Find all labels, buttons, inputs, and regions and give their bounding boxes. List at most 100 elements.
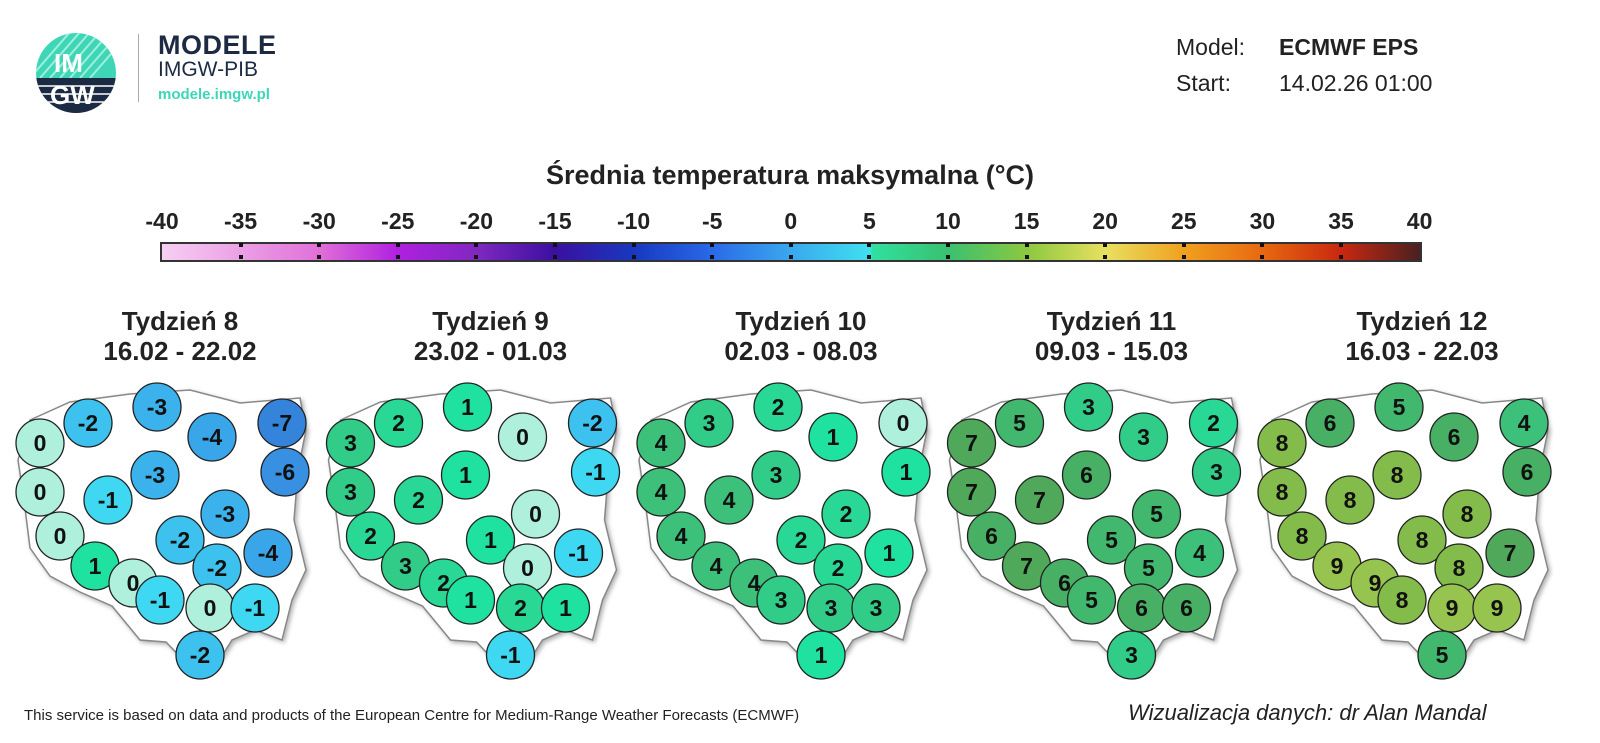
week-dates: 16.02 - 22.02 — [103, 336, 257, 366]
week-title: Tydzień 9 23.02 - 01.03 — [341, 306, 641, 366]
temperature-value: 5 — [1013, 410, 1026, 436]
temperature-marker — [1188, 398, 1239, 448]
temperature-marker — [393, 475, 444, 525]
temperature-value: 0 — [529, 501, 542, 527]
temperature-value: 6 — [1448, 424, 1461, 450]
scale-tick-label: -20 — [459, 208, 494, 234]
temperature-marker — [130, 450, 180, 500]
temperature-marker — [187, 412, 237, 462]
scale-tick-label: 5 — [862, 208, 876, 234]
temperature-value: 5 — [1105, 527, 1118, 553]
temperature-value: 8 — [1453, 555, 1466, 581]
logo-title: MODELE — [158, 30, 277, 60]
temperature-value: 4 — [748, 570, 761, 596]
temperature-value: 3 — [825, 595, 838, 621]
temperature-marker — [1161, 583, 1212, 633]
scale-tick-label: -35 — [223, 208, 258, 234]
temperature-value: 1 — [883, 540, 896, 566]
temperature-marker — [756, 575, 806, 625]
temperature-value: 0 — [521, 555, 534, 581]
week-dates: 02.03 - 08.03 — [724, 336, 878, 366]
temperature-value: 2 — [795, 527, 808, 553]
temperature-value: -1 — [500, 642, 521, 668]
week-number: Tydzień 12 — [1356, 306, 1488, 336]
temperature-marker — [200, 489, 250, 539]
imgw-logo-icon: IM GW — [36, 33, 116, 113]
temperature-value: -1 — [98, 487, 119, 513]
temperature-value: -3 — [145, 462, 165, 488]
temperature-marker — [1374, 382, 1424, 432]
temperature-value: -2 — [207, 555, 227, 581]
scale-tick-mark — [788, 243, 793, 247]
temperature-value: 0 — [127, 570, 140, 596]
temperature-marker — [1191, 447, 1242, 497]
scale-tick-mark — [1103, 255, 1108, 259]
temperature-marker — [864, 528, 914, 578]
temperature-value: 3 — [770, 462, 783, 488]
temperature-value: -1 — [585, 459, 606, 485]
temperature-value: 2 — [392, 410, 405, 436]
temperature-value: -1 — [150, 587, 171, 613]
temperature-marker — [15, 467, 65, 517]
temperature-marker — [851, 583, 901, 633]
temperature-value: 6 — [1180, 595, 1193, 621]
scale-tick-mark — [1103, 243, 1108, 247]
temperature-marker — [1063, 382, 1114, 432]
temperature-marker — [510, 489, 561, 539]
temperature-value: 9 — [1491, 595, 1504, 621]
temperature-marker — [243, 528, 293, 578]
scale-tick-mark — [788, 255, 793, 259]
week-dates: 09.03 - 15.03 — [1034, 336, 1189, 366]
temperature-marker — [684, 398, 734, 448]
scale-tick-label: 15 — [1013, 208, 1040, 234]
temperature-marker — [1472, 583, 1522, 633]
temperature-value: 4 — [655, 430, 668, 456]
temperature-marker — [1118, 412, 1169, 462]
scale-tick-mark — [1024, 255, 1029, 259]
logo-subtitle: IMGW-PIB — [158, 58, 258, 81]
temperature-marker — [1174, 528, 1225, 578]
temperature-marker — [796, 630, 846, 680]
scale-tick-mark — [395, 243, 400, 247]
temperature-value: 4 — [723, 487, 736, 513]
scale-tick-mark — [867, 243, 872, 247]
temperature-marker — [155, 515, 205, 565]
temperature-marker — [1257, 418, 1307, 468]
temperature-value: 9 — [1331, 553, 1344, 579]
temperature-value: 8 — [1416, 527, 1429, 553]
temperature-marker — [230, 583, 280, 633]
week-number: Tydzień 11 — [1046, 306, 1177, 336]
week-title: Tydzień 10 02.03 - 08.03 — [651, 306, 951, 366]
temperature-value: 1 — [827, 424, 840, 450]
scale-tick-label: 25 — [1171, 208, 1197, 234]
temperature-marker — [946, 467, 997, 517]
scale-tick-mark — [631, 255, 636, 259]
scale-tick-mark — [710, 243, 715, 247]
temperature-value: 2 — [412, 487, 425, 513]
temperature-marker — [1066, 575, 1117, 625]
scale-tick-mark — [1181, 243, 1186, 247]
temperature-value: 1 — [464, 587, 477, 613]
temperature-value: 6 — [1324, 410, 1337, 436]
temperature-marker — [325, 467, 376, 517]
svg-text:GW: GW — [50, 80, 95, 110]
temperature-value: 9 — [1446, 595, 1459, 621]
scale-tick-mark — [317, 243, 322, 247]
temperature-value: 5 — [1436, 642, 1449, 668]
temperature-value: 2 — [364, 523, 377, 549]
scale-title: Średnia temperatura maksymalna (°C) — [546, 160, 1034, 190]
scale-tick-mark — [395, 255, 400, 259]
scale-tick-label: 30 — [1249, 208, 1276, 234]
scale-tick-label: 40 — [1406, 208, 1433, 234]
scale-tick-mark — [946, 255, 950, 259]
temperature-value: 3 — [344, 430, 357, 456]
temperature-marker — [1257, 467, 1307, 517]
scale-tick-mark — [317, 255, 322, 259]
temperature-value: 5 — [1085, 587, 1098, 613]
temperature-value: 3 — [399, 553, 412, 579]
temperature-marker — [1086, 515, 1137, 565]
temperature-value: 8 — [1276, 479, 1289, 505]
temperature-marker — [753, 382, 803, 432]
